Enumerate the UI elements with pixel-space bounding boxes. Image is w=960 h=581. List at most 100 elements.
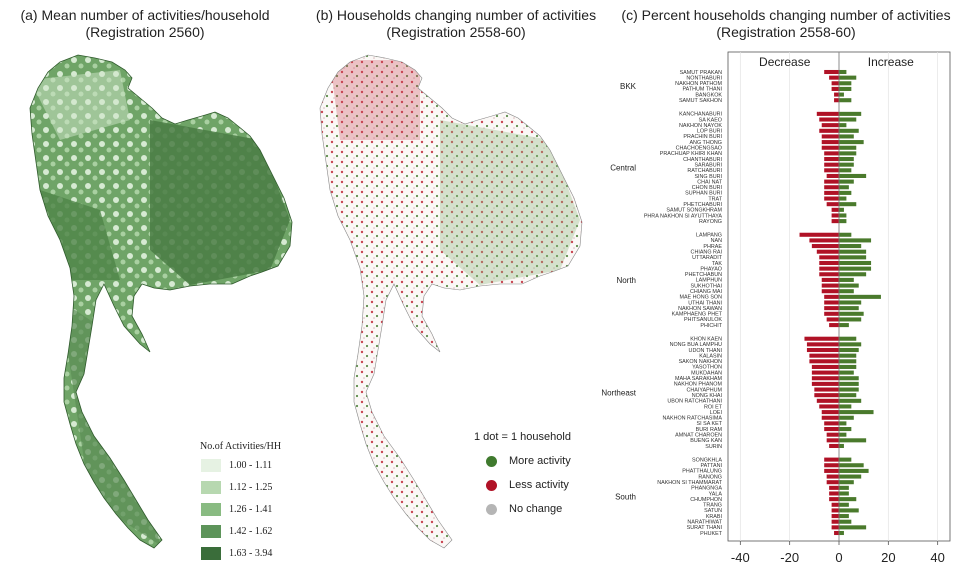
panel-b-legend-item: Less activity [486, 479, 569, 491]
panel-a-legend-item: 1.00 - 1.11 [201, 459, 272, 472]
increase-bar [839, 415, 854, 420]
increase-bar [839, 404, 852, 409]
increase-bar [839, 359, 857, 364]
panel-a-legend-label: 1.42 - 1.62 [229, 526, 273, 537]
panel-c-title-line2: (Registration 2558-60) [716, 24, 856, 40]
decrease-bar [826, 438, 839, 443]
province-label: CHAIYAPHUM [686, 387, 722, 393]
decrease-bar [831, 207, 839, 212]
decrease-bar [816, 111, 839, 116]
panel-b-legend-dot [486, 503, 497, 515]
decrease-bar [821, 140, 839, 145]
province-label: YASOTHON [692, 365, 722, 371]
panel-b-title-line1: (b) Households changing number of activi… [315, 7, 597, 23]
decrease-bar [829, 75, 839, 80]
panel-a-legend-label: 1.12 - 1.25 [229, 482, 273, 493]
province-label: MAHA SARAKHAM [675, 376, 723, 382]
decrease-bar [819, 260, 839, 266]
panel-b-legend-dot [486, 479, 497, 491]
province-label: NAKHON SI THAMMARAT [657, 480, 722, 486]
panel-a-legend-title: No.of Activities/HH [200, 441, 282, 452]
increase-bar [839, 427, 852, 432]
increase-bar [839, 111, 862, 116]
province-label: YALA [709, 491, 723, 497]
province-label: SUPHAN BURI [685, 191, 722, 197]
x-tick-label: -40 [731, 550, 750, 565]
increase-bar [839, 393, 857, 398]
decrease-bar [819, 255, 839, 260]
province-label: PATTANI [700, 463, 722, 469]
decrease-bar [819, 404, 839, 409]
increase-bar [839, 474, 862, 479]
province-label: LOEI [710, 410, 722, 416]
decrease-bar [824, 151, 839, 156]
province-label: BUENG KAN [690, 438, 722, 444]
panel-a-map [29, 54, 293, 549]
x-tick-label: -20 [780, 550, 799, 565]
province-label: SUKHOTHAI [691, 283, 722, 289]
decrease-bar [799, 232, 839, 237]
decrease-bar [824, 162, 839, 167]
province-label: CHANTHABURI [683, 157, 722, 163]
decrease-bar [834, 530, 839, 536]
decrease-bar [821, 145, 839, 150]
panel-b-legend-note: 1 dot = 1 household [474, 431, 571, 443]
increase-bar [839, 92, 844, 97]
decrease-bar [824, 427, 839, 432]
province-label: CHACHOENGSAO [676, 146, 722, 152]
decrease-bar [824, 168, 839, 173]
increase-bar [839, 162, 854, 167]
increase-bar [839, 530, 844, 536]
increase-bar [839, 289, 854, 294]
decrease-bar [831, 81, 839, 86]
panel-a-legend-swatch [201, 481, 221, 494]
increase-bar [839, 468, 869, 473]
province-label: RATCHABURI [687, 168, 722, 174]
region-label: Northeast [601, 388, 636, 397]
province-label: PHUKET [700, 531, 723, 537]
decrease-bar [824, 179, 839, 184]
panel-a-title: (a) Mean number of activities/household … [0, 7, 290, 41]
panel-a-legend-item: 1.42 - 1.62 [201, 525, 272, 538]
decrease-bar [824, 190, 839, 195]
decrease-bar [809, 238, 839, 243]
decrease-bar [831, 508, 839, 513]
panel-c-title: (c) Percent households changing number o… [612, 7, 960, 41]
increase-bar [839, 260, 872, 266]
increase-bar [839, 69, 847, 75]
decrease-bar [814, 387, 839, 392]
province-label: UBON RATCHATHANI [667, 399, 722, 405]
panel-c-title-line1: (c) Percent households changing number o… [621, 7, 951, 23]
increase-bar [839, 381, 859, 386]
province-label: TAK [712, 261, 722, 267]
increase-bar [839, 525, 867, 530]
decrease-bar [824, 196, 839, 201]
increase-bar [839, 398, 862, 403]
panel-b-title-line2: (Registration 2558-60) [386, 24, 526, 40]
increase-bar [839, 387, 859, 392]
province-label: UTTARADIT [692, 255, 723, 261]
panel-b-legend-label: Less activity [509, 479, 569, 491]
increase-bar [839, 502, 849, 507]
province-label: NAKHON NAYOK [679, 123, 722, 129]
decrease-bar [831, 519, 839, 524]
decrease-bar [824, 457, 839, 462]
increase-bar [839, 266, 872, 271]
province-label: SONGKHLA [692, 457, 722, 463]
x-tick-label: 0 [835, 550, 842, 565]
province-label: ANG THONG [689, 140, 722, 146]
province-label: PHAYAO [700, 266, 722, 272]
province-label: RANONG [698, 474, 722, 480]
increase-bar [839, 140, 864, 145]
province-label: PHICHIT [700, 323, 722, 329]
increase-bar [839, 485, 849, 490]
decrease-bar [819, 272, 839, 277]
decrease-bar [821, 289, 839, 294]
province-label: CHUMPHON [690, 497, 722, 503]
increase-bar [839, 342, 862, 347]
panel-a-legend-swatch [201, 547, 221, 560]
province-label: SAKON NAKHON [679, 359, 723, 365]
increase-bar [839, 213, 847, 218]
panel-a-legend-label: 1.63 - 3.94 [229, 548, 273, 559]
